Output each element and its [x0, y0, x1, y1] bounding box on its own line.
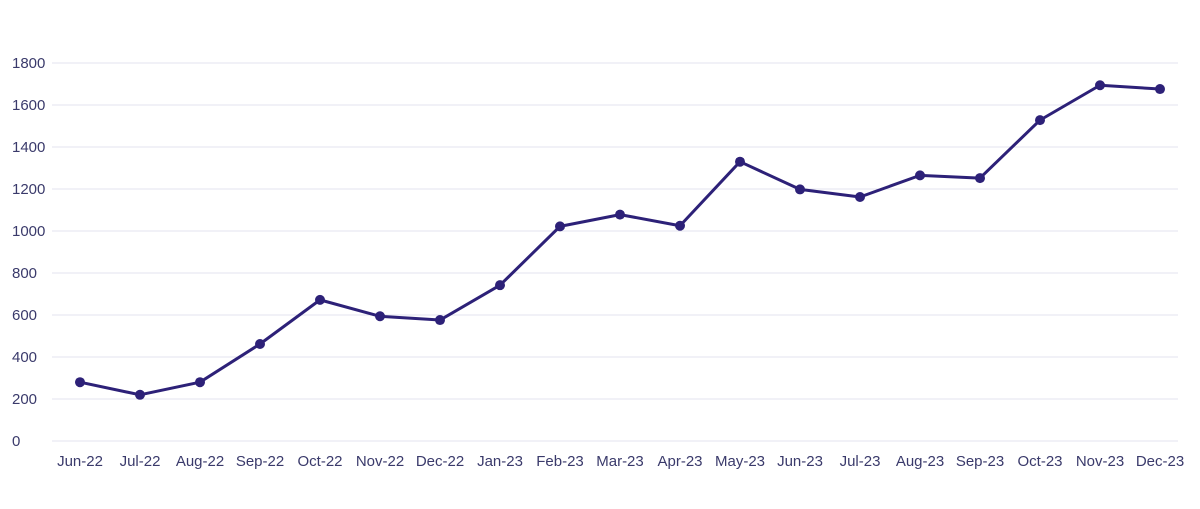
y-axis-ticks: 0 200 400 600 800 1000 1200 1400 1600 1800 — [12, 55, 45, 450]
data-point[interactable] — [615, 209, 625, 220]
y-tick-label: 600 — [12, 307, 37, 324]
x-tick-label: Mar-23 — [596, 453, 644, 470]
x-axis-ticks: Jun-22 Jul-22 Aug-22 Sep-22 Oct-22 Nov-22 Dec-… — [57, 453, 1184, 470]
x-tick-label: Jun-23 — [777, 453, 823, 470]
y-tick-label: 1800 — [12, 55, 45, 72]
data-point[interactable] — [1155, 84, 1165, 95]
x-tick-label: Feb-23 — [536, 453, 584, 470]
data-point[interactable] — [735, 156, 745, 167]
y-tick-label: 0 — [12, 433, 20, 450]
x-tick-label: Oct-23 — [1017, 453, 1062, 470]
x-tick-label: Jun-22 — [57, 453, 103, 470]
gridlines — [52, 62, 1178, 442]
data-point[interactable] — [255, 338, 265, 349]
marker-layer — [75, 80, 1165, 400]
data-point[interactable] — [495, 280, 505, 291]
x-tick-label: Aug-23 — [896, 453, 944, 470]
data-point[interactable] — [675, 220, 685, 231]
data-point[interactable] — [435, 315, 445, 326]
x-tick-label: Aug-22 — [176, 453, 224, 470]
x-tick-label: Nov-23 — [1076, 453, 1124, 470]
data-point[interactable] — [555, 221, 565, 232]
data-point[interactable] — [315, 294, 325, 305]
y-tick-label: 1400 — [12, 139, 45, 156]
data-point[interactable] — [1095, 80, 1105, 91]
data-point[interactable] — [195, 377, 205, 388]
x-tick-label: Jan-23 — [477, 453, 523, 470]
data-point[interactable] — [375, 311, 385, 322]
data-point[interactable] — [75, 377, 85, 388]
x-tick-label: Jul-22 — [120, 453, 161, 470]
y-tick-label: 800 — [12, 265, 37, 282]
x-tick-label: May-23 — [715, 453, 765, 470]
x-tick-label: Nov-22 — [356, 453, 404, 470]
series-line — [78, 83, 1162, 397]
x-tick-label: Jul-23 — [840, 453, 881, 470]
y-tick-label: 1600 — [12, 97, 45, 114]
y-tick-label: 1200 — [12, 181, 45, 198]
data-point[interactable] — [1035, 115, 1045, 126]
y-tick-label: 200 — [12, 391, 37, 408]
x-tick-label: Sep-23 — [956, 453, 1004, 470]
data-point[interactable] — [915, 170, 925, 181]
data-point[interactable] — [795, 184, 805, 195]
x-tick-label: Oct-22 — [297, 453, 342, 470]
x-tick-label: Sep-22 — [236, 453, 284, 470]
data-point[interactable] — [975, 173, 985, 184]
x-tick-label: Dec-22 — [416, 453, 464, 470]
y-tick-label: 1000 — [12, 223, 45, 240]
data-point[interactable] — [855, 191, 865, 202]
data-point[interactable] — [135, 389, 145, 400]
x-tick-label: Dec-23 — [1136, 453, 1184, 470]
series-layer — [78, 83, 1162, 397]
x-tick-label: Apr-23 — [657, 453, 702, 470]
y-tick-label: 400 — [12, 349, 37, 366]
